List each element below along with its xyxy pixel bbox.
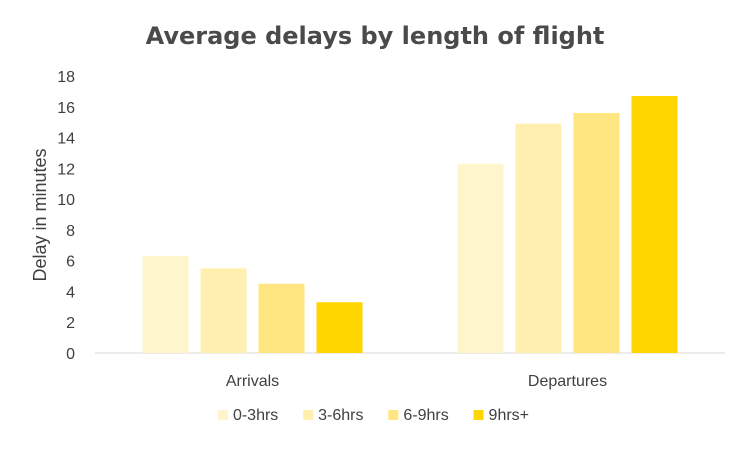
legend-swatch	[303, 410, 314, 420]
bar-0-3hrs-Departures	[457, 163, 504, 353]
x-category-label: Departures	[528, 373, 607, 390]
bar-0-3hrs-Arrivals	[142, 256, 189, 353]
x-axis-categories: Arrivals Departures	[226, 373, 607, 390]
legend-label: 3-6hrs	[318, 407, 363, 424]
y-tick-label: 10	[57, 192, 75, 209]
y-tick-label: 12	[57, 161, 75, 178]
y-tick-label: 8	[66, 223, 75, 240]
legend-swatch	[388, 410, 399, 420]
y-tick-label: 2	[66, 315, 75, 332]
chart-title: Average delays by length of flight	[146, 22, 605, 50]
y-axis-label: Delay in minutes	[30, 148, 50, 281]
bar-9hrs+-Arrivals	[316, 302, 363, 353]
bar-6-9hrs-Departures	[573, 112, 620, 353]
y-axis-ticks: 0 2 4 6 8 10 12 14 16 18	[57, 69, 75, 363]
y-tick-label: 16	[57, 100, 75, 117]
y-tick-label: 6	[66, 254, 75, 271]
bars	[142, 96, 678, 353]
bar-3-6hrs-Departures	[515, 123, 562, 353]
bar-9hrs+-Departures	[631, 96, 678, 353]
legend-swatch	[473, 410, 484, 420]
bar-6-9hrs-Arrivals	[258, 283, 305, 353]
y-tick-label: 18	[57, 69, 75, 86]
x-category-label: Arrivals	[226, 373, 279, 390]
y-tick-label: 14	[57, 131, 75, 148]
legend-label: 9hrs+	[489, 407, 529, 424]
y-tick-label: 4	[66, 284, 75, 301]
y-tick-label: 0	[66, 346, 75, 363]
legend: 0-3hrs 3-6hrs 6-9hrs 9hrs+	[217, 407, 529, 424]
legend-swatch	[217, 410, 228, 420]
legend-label: 0-3hrs	[233, 407, 278, 424]
legend-label: 6-9hrs	[403, 407, 448, 424]
bar-3-6hrs-Arrivals	[200, 268, 247, 353]
